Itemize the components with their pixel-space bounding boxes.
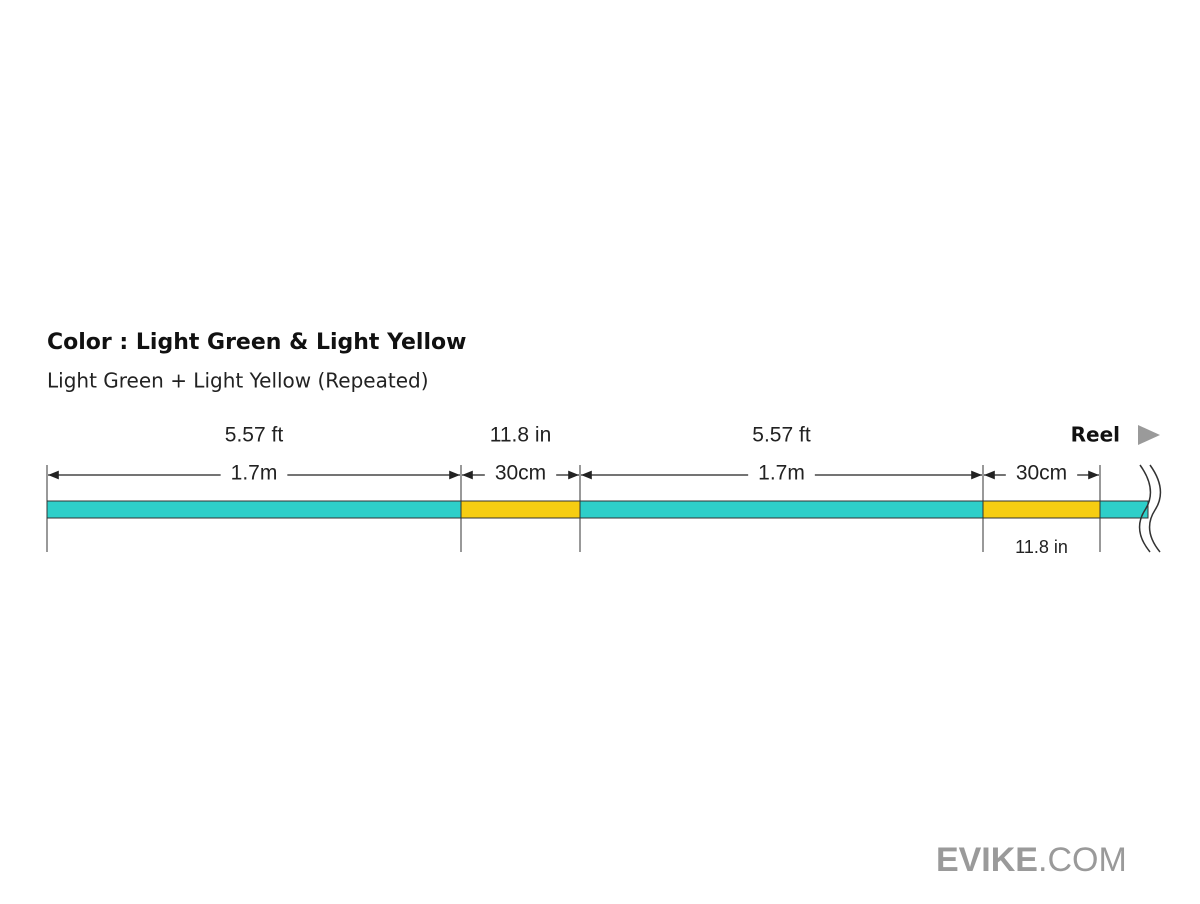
imperial-label: 11.8 in <box>490 424 552 447</box>
metric-label: 30cm <box>495 462 546 485</box>
logo-light: .COM <box>1038 841 1127 879</box>
metric-label: 30cm <box>1016 462 1067 485</box>
title: Color : Light Green & Light Yellow <box>47 330 466 355</box>
line-segment <box>982 500 1101 519</box>
subtitle: Light Green + Light Yellow (Repeated) <box>47 369 429 393</box>
line-segment <box>460 500 581 519</box>
logo-bold: EVIKE <box>936 841 1038 879</box>
line-segment <box>46 500 462 519</box>
imperial-label: 5.57 ft <box>752 424 811 447</box>
imperial-label: 5.57 ft <box>225 424 284 447</box>
break-mark <box>1138 464 1162 553</box>
imperial-label: 11.8 in <box>1015 537 1068 557</box>
line-tail <box>1099 500 1149 519</box>
metric-label: 1.7m <box>758 462 805 485</box>
reel-label: Reel <box>1071 423 1120 447</box>
line-diagram: 1.7m 5.57 ft 30cm 11.8 in 1.7m 5.57 ft 30cm 11.… <box>46 424 1149 557</box>
line-segment <box>579 500 984 519</box>
reel-arrow <box>1138 425 1160 445</box>
metric-label: 1.7m <box>231 462 278 485</box>
